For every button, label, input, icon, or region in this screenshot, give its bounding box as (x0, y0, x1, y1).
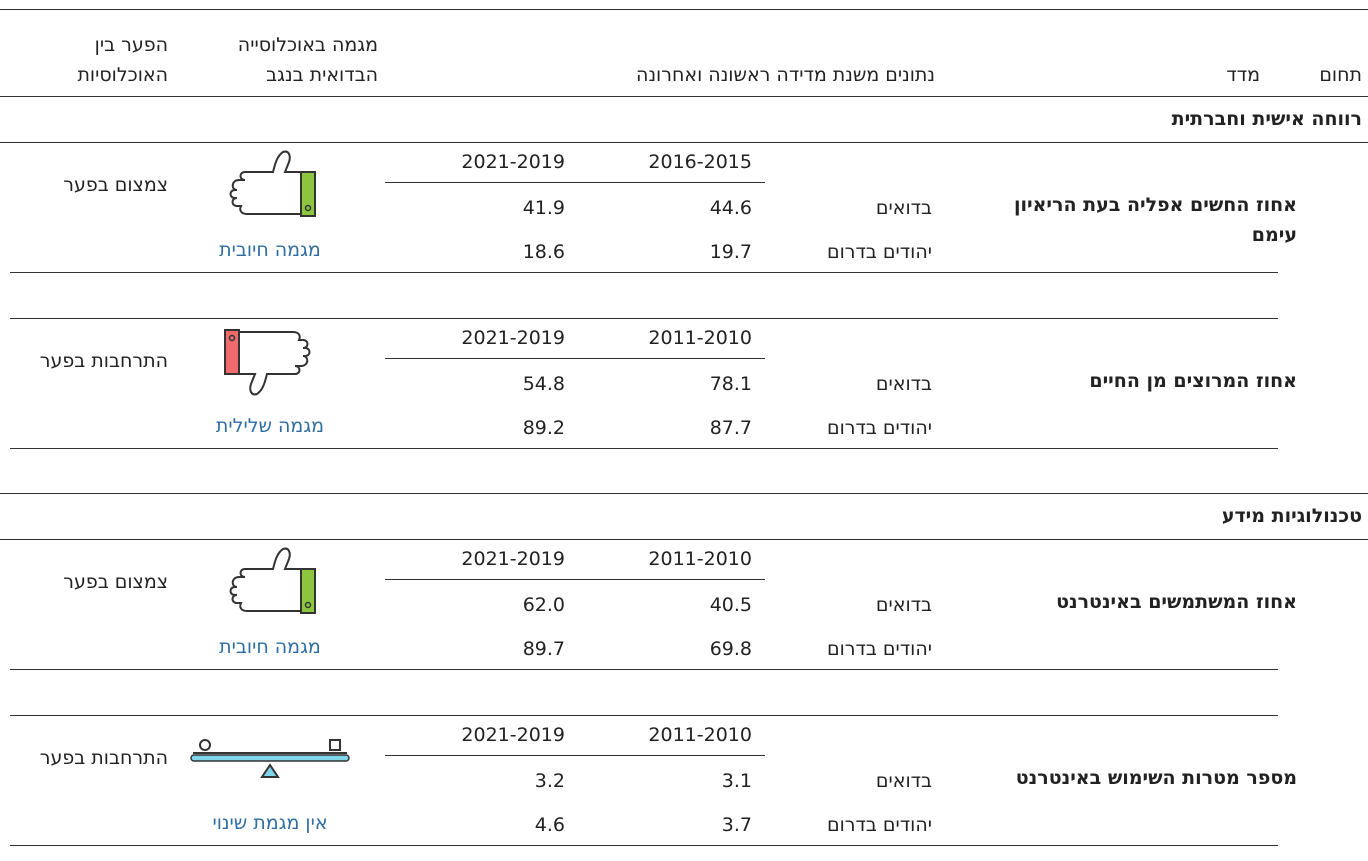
section-title: רווחה אישית וחברתית (1171, 108, 1362, 130)
value-cell: 41.9 (522, 197, 565, 219)
rule (10, 318, 1278, 319)
group-name: בדואים (875, 770, 932, 792)
year-header: 2011-2010 (648, 548, 752, 570)
rule (385, 579, 765, 580)
rule (385, 755, 765, 756)
gap-label: צמצום בפער (63, 174, 168, 196)
group-name: בדואים (875, 373, 932, 395)
indicator: אחוז החשים אפליה בעת הריאיון עימם (1013, 194, 1297, 246)
value-cell: 62.0 (522, 594, 565, 616)
group-name: בדואים (875, 594, 932, 616)
header-cell: תחום (1319, 64, 1362, 86)
gap-label: התרחבות בפער (39, 747, 168, 769)
indicator: אחוז המשתמשים באינטרנט (1056, 591, 1297, 613)
value-cell: 89.2 (522, 417, 565, 439)
value-cell: 87.7 (709, 417, 752, 439)
value-cell: 78.1 (709, 373, 752, 395)
rule (10, 272, 1278, 273)
group-name: יהודים בדרום (827, 638, 932, 660)
value-cell: 18.6 (522, 241, 565, 263)
rule (10, 448, 1278, 449)
trend-icon (215, 326, 325, 405)
value-cell: 89.7 (522, 638, 565, 660)
trend-icon (215, 547, 325, 626)
rule (10, 669, 1278, 670)
value-cell: 69.8 (709, 638, 752, 660)
trend-label: מגמה חיובית (219, 239, 321, 261)
section-title: טכנולוגיות מידע (1221, 505, 1362, 527)
group-name: יהודים בדרום (827, 241, 932, 263)
rule (0, 493, 1368, 494)
indicator: אחוז המרוצים מן החיים (1089, 370, 1297, 392)
rule (10, 845, 1278, 846)
value-cell: 19.7 (709, 241, 752, 263)
gap-label: התרחבות בפער (39, 350, 168, 372)
group-name: יהודים בדרום (827, 417, 932, 439)
trend-label: מגמה חיובית (219, 636, 321, 658)
value-cell: 54.8 (522, 373, 565, 395)
value-cell: 3.2 (534, 770, 565, 792)
trend-label: אין מגמת שינוי (212, 812, 328, 834)
header-cell: הפער בין האוכלוסיות (77, 34, 168, 86)
value-cell: 40.5 (709, 594, 752, 616)
trend-label: מגמה שלילית (215, 415, 325, 437)
rule (10, 715, 1278, 716)
year-header: 2021-2019 (461, 724, 565, 746)
value-cell: 4.6 (534, 814, 565, 836)
rule (385, 358, 765, 359)
rule (0, 96, 1368, 97)
value-cell: 3.1 (721, 770, 752, 792)
group-name: בדואים (875, 197, 932, 219)
header-cell: מגמה באוכלוסייה הבדואית בנגב (237, 34, 378, 86)
year-header: 2011-2010 (648, 327, 752, 349)
rule (0, 142, 1368, 143)
rule (385, 182, 765, 183)
value-cell: 3.7 (721, 814, 752, 836)
header-cell: נתונים משנת מדידה ראשונה ואחרונה (636, 64, 935, 86)
year-header: 2021-2019 (461, 327, 565, 349)
year-header: 2021-2019 (461, 548, 565, 570)
trend-icon (215, 150, 325, 229)
rule (0, 539, 1368, 540)
trend-icon (185, 735, 355, 794)
indicator: מספר מטרות השימוש באינטרנט (1015, 767, 1297, 789)
year-header: 2016-2015 (648, 151, 752, 173)
value-cell: 44.6 (709, 197, 752, 219)
group-name: יהודים בדרום (827, 814, 932, 836)
year-header: 2021-2019 (461, 151, 565, 173)
year-header: 2011-2010 (648, 724, 752, 746)
header-cell: מדד (1226, 64, 1260, 86)
rule (0, 9, 1368, 10)
gap-label: צמצום בפער (63, 571, 168, 593)
